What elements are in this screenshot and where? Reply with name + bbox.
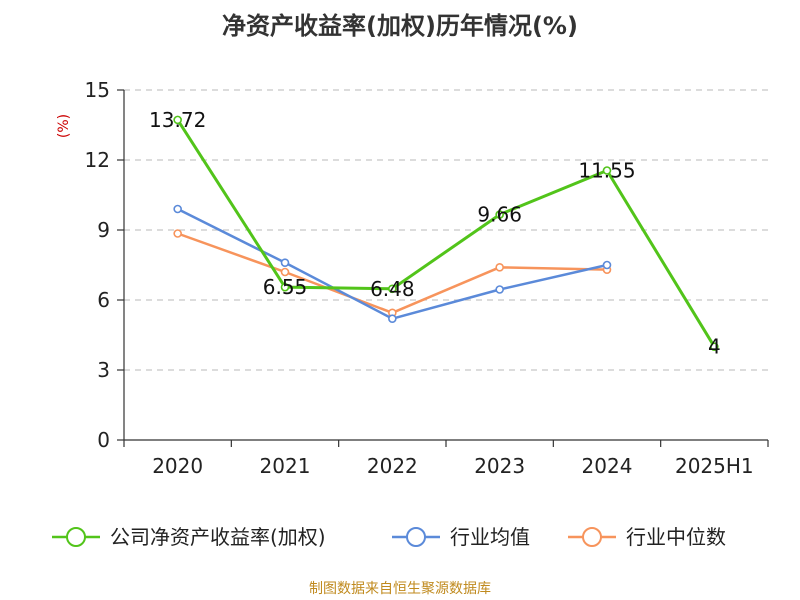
data-point — [604, 262, 611, 269]
data-label: 13.72 — [149, 108, 206, 132]
legend-marker — [407, 528, 425, 546]
data-label: 11.55 — [578, 159, 635, 183]
series-3 — [174, 230, 610, 316]
series-1 — [174, 116, 718, 350]
x-tick-label: 2021 — [260, 454, 311, 478]
y-tick-label: 0 — [97, 428, 110, 452]
y-tick-label: 15 — [85, 78, 110, 102]
data-point — [174, 206, 181, 213]
legend-label: 公司净资产收益率(加权) — [110, 525, 326, 549]
x-tick-label: 2023 — [474, 454, 525, 478]
legend-item-3[interactable]: 行业中位数 — [568, 525, 726, 549]
legend[interactable]: 公司净资产收益率(加权) 行业均值 行业中位数 — [52, 525, 726, 549]
series-line — [178, 209, 607, 319]
y-tick-label: 9 — [97, 218, 110, 242]
data-label: 6.48 — [370, 277, 415, 301]
data-point — [496, 286, 503, 293]
y-tick-label: 3 — [97, 358, 110, 382]
x-tick-label: 2020 — [152, 454, 203, 478]
x-tick-label: 2022 — [367, 454, 418, 478]
data-point — [389, 315, 396, 322]
data-point — [496, 264, 503, 271]
axes: 0 3 6 9 12 15 2020 2021 2022 2023 2024 2025H1 — [85, 78, 768, 478]
data-label: 6.55 — [263, 275, 308, 299]
data-labels: 13.72 6.55 6.48 9.66 11.55 4 — [149, 108, 721, 359]
x-tick-label: 2024 — [582, 454, 633, 478]
y-tick-label: 12 — [85, 148, 110, 172]
legend-item-2[interactable]: 行业均值 — [392, 525, 530, 549]
legend-label: 行业中位数 — [626, 525, 726, 549]
data-point — [282, 259, 289, 266]
source-note: 制图数据来自恒生聚源数据库 — [309, 581, 491, 597]
series-2 — [174, 206, 610, 323]
data-point — [174, 230, 181, 237]
data-label: 4 — [708, 335, 721, 359]
x-tick-label: 2025H1 — [675, 454, 754, 478]
data-label: 9.66 — [477, 203, 522, 227]
chart-title: 净资产收益率(加权)历年情况(%) — [222, 12, 578, 40]
y-tick-label: 6 — [97, 288, 110, 312]
series-line — [178, 234, 607, 313]
legend-item-1[interactable]: 公司净资产收益率(加权) — [52, 525, 326, 549]
legend-label: 行业均值 — [450, 525, 530, 549]
series-layer — [174, 116, 718, 350]
series-line — [178, 120, 715, 347]
legend-marker — [67, 528, 85, 546]
legend-marker — [583, 528, 601, 546]
y-axis-unit: (%) — [56, 114, 72, 138]
